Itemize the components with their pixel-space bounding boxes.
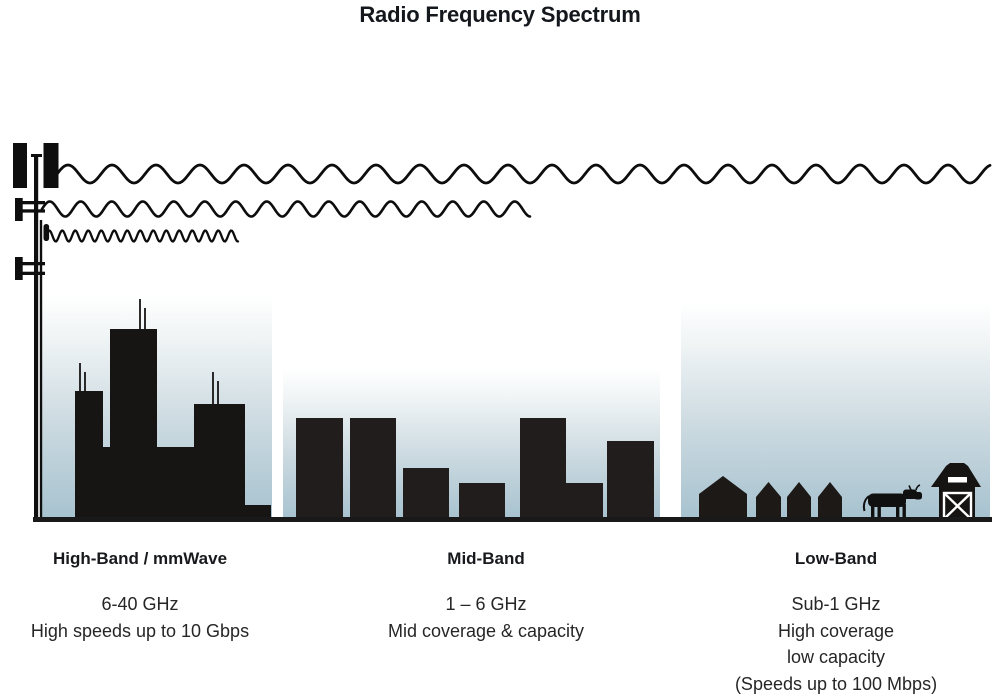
band-label: Low-Band [794,549,878,568]
band-detail-line: 1 – 6 GHz [445,594,527,614]
radio-waves [40,163,992,243]
band-caption-high: High-Band / mmWave 6-40 GHz High speeds u… [10,549,270,644]
low-frequency-wave [55,163,992,185]
houses-illustration [699,476,842,518]
page-title: Radio Frequency Spectrum [359,2,641,27]
ground-line [33,517,992,522]
band-label: High-Band / mmWave [52,549,228,568]
band-detail-line: low capacity [786,647,886,667]
midband-buildings-illustration [296,418,654,518]
band-caption-mid: Mid-Band 1 – 6 GHz Mid coverage & capacit… [356,549,616,644]
band-details: 1 – 6 GHz Mid coverage & capacity [356,591,616,644]
rooftop-antennas [79,299,219,405]
band-detail-line: High coverage [777,620,895,641]
city-skyline-illustration [75,299,271,518]
band-detail-line: (Speeds up to 100 Mbps) [734,673,938,694]
skyscrapers-silhouette [75,329,271,518]
lowband-farm-illustration [699,463,981,521]
mid-frequency-wave [40,200,532,218]
barn-icon [931,463,981,521]
band-label: Mid-Band [447,549,525,568]
band-detail-line: Mid coverage & capacity [387,620,585,641]
spectrum-diagram [13,143,992,522]
band-detail-line: 6-40 GHz [101,594,179,614]
cell-tower-icon [13,143,59,520]
high-frequency-wave [44,229,240,243]
band-details: Sub-1 GHz High coverage low capacity (Speed… [706,591,966,697]
band-detail-line: Sub-1 GHz [791,594,881,614]
cow-icon [862,484,922,518]
band-caption-low: Low-Band Sub-1 GHz High coverage low capac… [706,549,966,697]
band-details: 6-40 GHz High speeds up to 10 Gbps [10,591,270,644]
band-detail-line: High speeds up to 10 Gbps [30,620,250,641]
